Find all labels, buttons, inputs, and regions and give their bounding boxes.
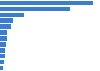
Bar: [0, 13, 24, 17]
Bar: [0, 36, 7, 41]
Bar: [0, 66, 3, 70]
Bar: [0, 18, 13, 23]
Bar: [0, 1, 93, 5]
Bar: [0, 30, 7, 35]
Bar: [0, 60, 4, 64]
Bar: [0, 54, 4, 58]
Bar: [0, 48, 5, 53]
Bar: [0, 24, 11, 29]
Bar: [0, 7, 70, 11]
Bar: [0, 42, 6, 47]
